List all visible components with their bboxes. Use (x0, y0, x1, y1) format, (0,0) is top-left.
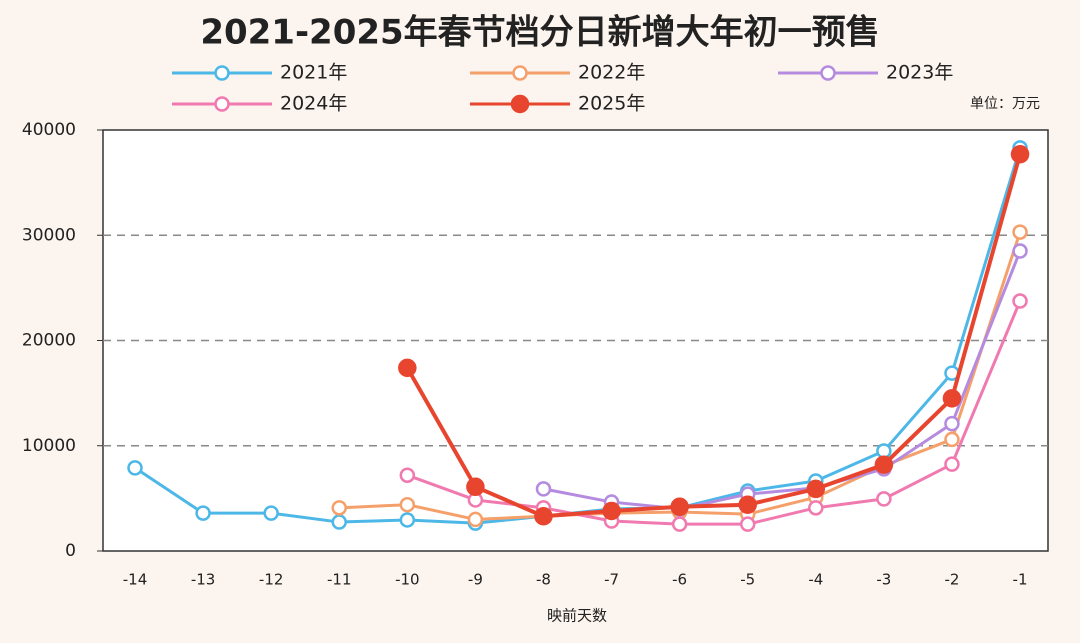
y-tick-label: 30000 (22, 225, 76, 245)
data-point (195, 505, 211, 521)
series-line (405, 153, 1022, 519)
y-tick-label: 40000 (22, 120, 76, 140)
data-point (534, 507, 553, 526)
data-point (399, 512, 416, 528)
data-point (944, 431, 960, 448)
unit-label: 单位：万元 (970, 96, 1040, 112)
data-point (738, 495, 757, 514)
data-point (331, 514, 347, 530)
data-point (874, 455, 894, 474)
data-point (671, 516, 688, 532)
legend-marker (214, 65, 230, 81)
x-tick-label: -4 (808, 571, 823, 589)
x-tick-label: -10 (395, 571, 420, 589)
legend-marker (512, 65, 528, 81)
legend-marker (820, 65, 836, 81)
data-point (944, 415, 960, 432)
data-point (331, 500, 347, 516)
legend-marker (214, 96, 230, 112)
legend-label: 2024年 (280, 93, 347, 115)
data-point (944, 456, 960, 472)
data-point (739, 516, 756, 532)
data-point (127, 460, 143, 476)
data-point (1012, 224, 1028, 240)
data-point (1012, 293, 1028, 309)
y-tick-label: 0 (65, 541, 76, 561)
series-line (406, 300, 1022, 526)
legend-label: 2022年 (578, 62, 645, 84)
data-point (398, 358, 417, 378)
data-point (670, 497, 689, 517)
y-tick-label: 20000 (22, 331, 76, 351)
y-tick-label: 10000 (22, 436, 76, 456)
legend-label: 2025年 (578, 93, 645, 115)
x-tick-label: -6 (672, 571, 687, 589)
legend-marker (510, 94, 530, 114)
legend-label: 2023年 (886, 62, 953, 84)
x-tick-label: -12 (259, 571, 284, 589)
data-point (399, 496, 416, 513)
x-tick-label: -8 (536, 571, 551, 589)
x-tick-label: -2 (944, 571, 959, 589)
x-tick-label: -5 (740, 571, 755, 589)
data-point (806, 479, 826, 499)
x-tick-label: -11 (327, 571, 352, 589)
x-tick-label: -14 (123, 571, 148, 589)
x-tick-label: -7 (604, 571, 619, 589)
data-point (467, 511, 484, 528)
x-tick-label: -13 (191, 571, 216, 589)
series-line (543, 250, 1022, 511)
data-point (942, 389, 962, 408)
chart-title: 2021-2025年春节档分日新增大年初一预售 (200, 13, 879, 53)
x-tick-label: -1 (1013, 571, 1028, 589)
data-point (399, 467, 416, 483)
data-point (876, 491, 892, 507)
data-point (535, 481, 552, 497)
x-axis-label: 映前天数 (547, 607, 607, 625)
data-point (466, 477, 485, 497)
data-point (1012, 243, 1028, 259)
data-point (263, 505, 279, 521)
legend-label: 2021年 (280, 62, 347, 84)
x-tick-label: -3 (876, 571, 891, 589)
data-point (602, 501, 621, 521)
x-tick-label: -9 (468, 571, 483, 589)
data-point (808, 500, 824, 516)
data-point (1010, 144, 1030, 164)
